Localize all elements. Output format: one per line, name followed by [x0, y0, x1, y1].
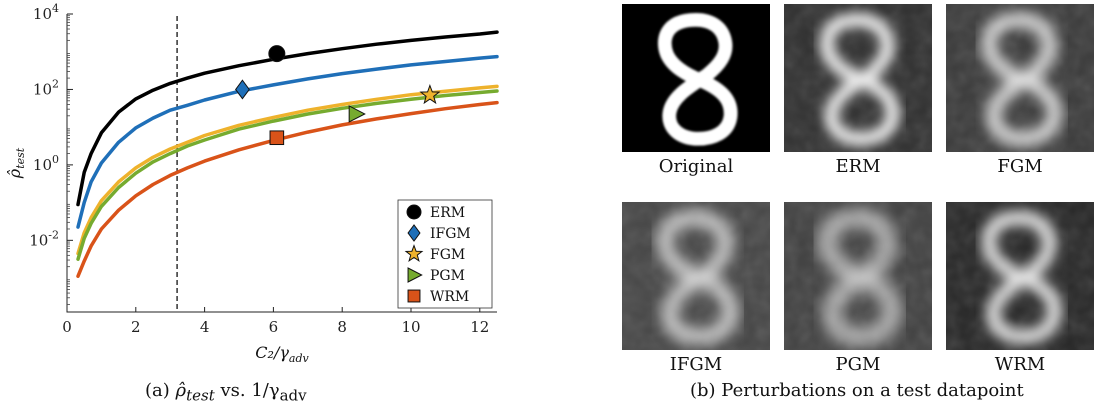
legend-marker-pgm [407, 267, 423, 283]
digit-stroke [819, 12, 900, 146]
y-tick-label: 10-2 [29, 228, 59, 249]
x-axis-label: C₂/γadv [255, 343, 309, 365]
digit-image [784, 4, 932, 152]
legend-marker-erm [406, 204, 422, 220]
x-tick-label: 8 [337, 318, 347, 336]
x-tick-label: 6 [269, 318, 279, 336]
x-tick-label: 10 [401, 318, 420, 336]
line-chart: 0 2 4 6 8 10 12 10-2 100 102 104 C₂/γadv ρ̂test ERM I… [5, 2, 499, 365]
tile-label: ERM [835, 156, 881, 177]
x-tick-label: 0 [62, 318, 72, 336]
caption-a-sub: test [186, 386, 215, 405]
legend-marker-wrm [407, 289, 421, 303]
caption-b: (b) Perturbations on a test datapoint [690, 380, 1024, 401]
tile-label: PGM [835, 354, 881, 375]
digit-image [784, 202, 932, 350]
y-tick-label: 104 [33, 2, 59, 23]
digit-image [622, 4, 770, 152]
digit-tile-ifgm: IFGM [622, 202, 770, 375]
series-line-fgm [76, 84, 499, 256]
x-tick-label: 4 [200, 318, 210, 336]
axes: 0 2 4 6 8 10 12 10-2 100 102 104 C₂/γadv ρ̂test [5, 2, 497, 365]
digit-tile-erm: ERM [784, 4, 932, 177]
series-marker-pgm [348, 105, 366, 123]
legend-label-pgm: PGM [430, 268, 465, 284]
digit-stroke [657, 210, 738, 344]
tile-label: Original [658, 156, 734, 177]
tile-label: IFGM [669, 354, 723, 375]
series-marker-fgm [419, 84, 441, 105]
legend: ERM IFGM FGM PGM WRM [397, 199, 493, 309]
caption-a-prefix: (a) [145, 380, 170, 401]
series-line-wrm [76, 100, 499, 278]
caption-a-sub2: adv [279, 386, 307, 405]
caption-a-mid: vs. 1/γ [214, 380, 280, 401]
series-layer [76, 30, 499, 278]
legend-label-fgm: FGM [430, 247, 465, 263]
digit-tile-fgm: FGM [946, 4, 1094, 177]
series-marker-erm [268, 45, 286, 63]
legend-label-wrm: WRM [430, 289, 469, 305]
series-line-pgm [76, 89, 499, 261]
legend-marker-ifgm [407, 224, 421, 242]
legend-label-ifgm: IFGM [430, 226, 471, 242]
series-marker-wrm [269, 130, 285, 146]
digit-image [622, 202, 770, 350]
y-tick-label: 102 [33, 77, 59, 98]
x-tick-label: 12 [470, 318, 489, 336]
digit-image [946, 4, 1094, 152]
digit-stroke [981, 12, 1062, 146]
series-line-ifgm [76, 54, 499, 229]
series-marker-ifgm [235, 79, 250, 100]
digit-stroke [657, 12, 738, 146]
digit-image [946, 202, 1094, 350]
x-tick-label: 2 [131, 318, 141, 336]
digit-tile-original: Original [622, 4, 770, 177]
digit-stroke [981, 210, 1062, 344]
y-tick-label: 100 [33, 153, 59, 174]
caption-a-rho: ρ̂ [175, 380, 187, 401]
perturbation-gallery: Original ERM FGM IFGM PGM WRM [622, 4, 1094, 410]
digit-tile-wrm: WRM [946, 202, 1094, 375]
series-line-erm [76, 30, 499, 207]
legend-label-erm: ERM [430, 205, 465, 221]
markers-layer [235, 45, 441, 146]
digit-stroke [819, 210, 900, 344]
tile-label: WRM [994, 354, 1046, 375]
caption-a: (a) ρ̂test vs. 1/γadv [145, 380, 307, 405]
tile-label: FGM [997, 156, 1043, 177]
y-axis-label: ρ̂test [5, 147, 27, 179]
legend-marker-fgm [404, 244, 424, 262]
digit-tile-pgm: PGM [784, 202, 932, 375]
